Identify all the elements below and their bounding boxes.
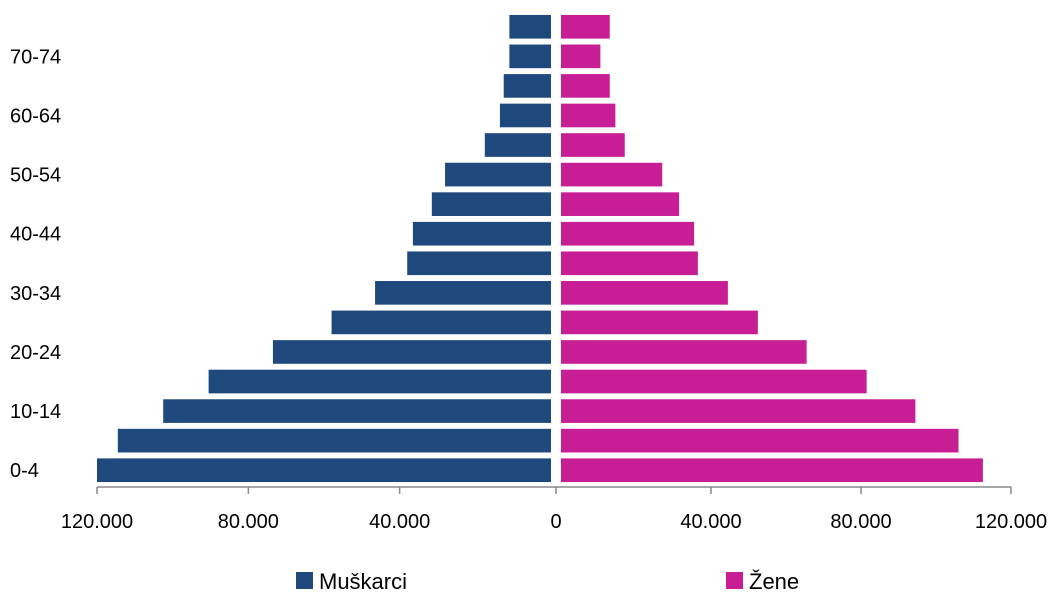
- bar-muskarci-40-44: [412, 221, 551, 246]
- bar-muskarci-0-4: [97, 458, 551, 483]
- bar-muskarci-20-24: [272, 340, 551, 364]
- bar-muskarci-35-39: [407, 251, 551, 276]
- bar-muskarci-45-49: [431, 192, 551, 216]
- legend: Muškarci Žene: [296, 569, 799, 594]
- bar-zene-45-49: [561, 192, 680, 216]
- y-tick-label: 60-64: [10, 105, 61, 127]
- bar-zene-20-24: [561, 340, 807, 364]
- y-tick-label: 10-14: [10, 401, 61, 423]
- x-tick-label: 0: [550, 511, 561, 533]
- x-axis-ticks: 120.000 80.000 40.000 0 40.000 80.000 120.000: [61, 487, 1047, 533]
- x-tick-label: 40.000: [680, 511, 741, 533]
- bar-zene-10-14: [561, 399, 916, 423]
- x-tick-label: 80.000: [218, 511, 279, 533]
- bar-zene-70-74: [561, 44, 601, 69]
- x-tick-label: 120.000: [61, 511, 133, 533]
- x-tick-label: 120.000: [975, 511, 1047, 533]
- y-tick-label: 40-44: [10, 224, 61, 246]
- bar-zene-25-29: [561, 310, 758, 335]
- bar-muskarci-65-69: [503, 74, 551, 98]
- bar-zene-5-9: [561, 428, 959, 453]
- muskarci-bars: [97, 14, 552, 483]
- bar-muskarci-50-54: [445, 162, 551, 187]
- bar-zene-75+: [561, 14, 610, 39]
- bar-zene-60-64: [561, 103, 616, 128]
- y-tick-label: 20-24: [10, 342, 61, 364]
- bar-muskarci-10-14: [163, 399, 552, 423]
- x-tick-label: 40.000: [369, 511, 430, 533]
- bar-muskarci-25-29: [331, 310, 551, 335]
- bar-zene-65-69: [561, 74, 610, 98]
- y-axis-tick-labels: 0-4 10-14 20-24 30-34 40-44 50-54 60-64 70-74: [10, 46, 61, 482]
- bar-muskarci-55-59: [484, 133, 551, 157]
- legend-swatch: [726, 572, 743, 589]
- bar-zene-30-34: [561, 281, 728, 305]
- bar-muskarci-70-74: [509, 44, 551, 69]
- bar-zene-40-44: [561, 221, 695, 246]
- zene-bars: [561, 14, 983, 483]
- bar-muskarci-15-19: [208, 369, 551, 394]
- y-tick-label: 30-34: [10, 283, 61, 305]
- bar-zene-50-54: [561, 162, 663, 187]
- bar-muskarci-30-34: [375, 281, 551, 305]
- legend-label: Žene: [749, 569, 799, 594]
- bar-zene-0-4: [561, 458, 983, 483]
- x-tick-label: 80.000: [830, 511, 891, 533]
- y-tick-label: 70-74: [10, 46, 61, 68]
- bar-muskarci-75+: [509, 14, 551, 39]
- bar-zene-15-19: [561, 369, 867, 394]
- legend-swatch: [296, 572, 313, 589]
- bar-zene-35-39: [561, 251, 698, 276]
- bar-muskarci-5-9: [117, 428, 551, 453]
- bar-zene-55-59: [561, 133, 625, 157]
- bar-muskarci-60-64: [499, 103, 551, 128]
- y-tick-label: 50-54: [10, 165, 61, 187]
- legend-label: Muškarci: [319, 569, 407, 594]
- y-tick-label: 0-4: [10, 460, 39, 482]
